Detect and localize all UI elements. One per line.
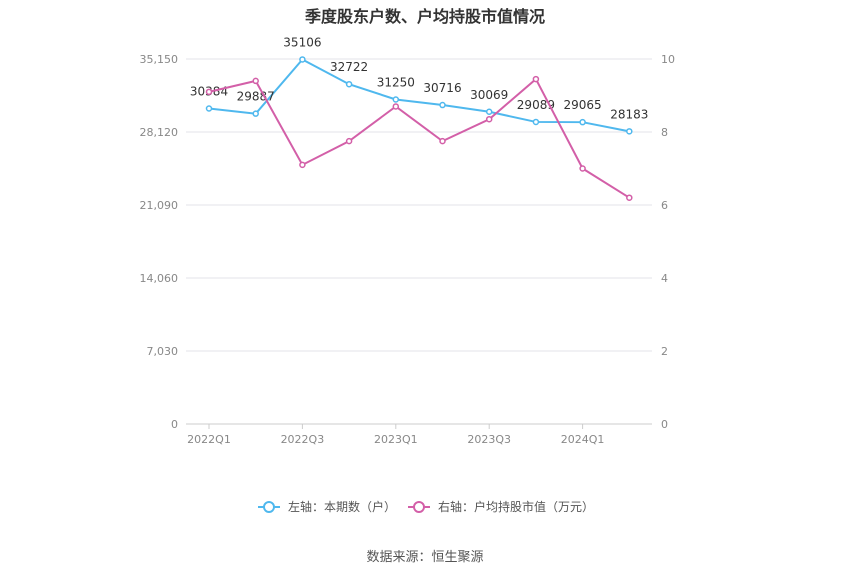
- series-2-point: [392, 103, 400, 110]
- data-label: 35106: [283, 35, 321, 49]
- left-axis-tick-label: 21,090: [140, 199, 179, 212]
- series-2-point: [532, 75, 540, 83]
- right-axis-tick-label: 8: [661, 126, 668, 139]
- legend-label: 右轴：户均持股市值（万元）: [438, 499, 594, 514]
- series-1-point: [532, 118, 540, 126]
- series-2-point: [626, 194, 633, 201]
- chart-title: 季度股东户数、户均持股市值情况: [304, 7, 545, 26]
- right-axis-tick-label: 2: [661, 345, 668, 358]
- right-axis-tick-label: 10: [661, 53, 675, 66]
- data-label: 28183: [610, 107, 648, 121]
- source-note: 数据来源：恒生聚源: [366, 550, 484, 565]
- data-label: 30069: [470, 88, 508, 102]
- x-axis-tick-label: 2023Q1: [374, 433, 418, 446]
- series-2-point: [205, 88, 213, 96]
- series-1-point: [392, 96, 400, 103]
- series-1-point: [252, 110, 259, 117]
- series-2-point: [485, 115, 493, 123]
- legend-label: 左轴：本期数（户）: [288, 499, 396, 514]
- series-line-2: [208, 77, 630, 199]
- series-1-point: [345, 80, 353, 88]
- series-2-point: [579, 165, 586, 172]
- data-label: 29887: [237, 90, 275, 104]
- series-1-point: [579, 118, 586, 126]
- series-1-point: [205, 105, 213, 112]
- series-1-point: [439, 101, 446, 109]
- left-axis-tick-label: 7,030: [147, 345, 179, 358]
- series-1-point: [485, 108, 493, 116]
- legend-swatch-marker: [413, 501, 425, 513]
- right-axis-tick-label: 4: [661, 272, 668, 285]
- x-axis-tick-label: 2022Q1: [187, 433, 231, 446]
- series-2-point: [439, 137, 446, 145]
- data-label: 29089: [517, 98, 555, 112]
- series-2-point: [299, 161, 306, 169]
- series-1-point: [626, 128, 633, 135]
- x-axis-tick-label: 2022Q3: [281, 433, 325, 446]
- right-axis-tick-label: 0: [661, 418, 668, 431]
- data-label: 31250: [377, 75, 415, 89]
- left-axis-tick-label: 14,060: [140, 272, 179, 285]
- series-1-point: [299, 56, 306, 63]
- left-axis-tick-label: 28,120: [140, 126, 179, 139]
- left-axis-tick-label: 35,150: [140, 53, 179, 66]
- series-2-point: [345, 137, 353, 145]
- left-axis-tick-label: 0: [171, 418, 178, 431]
- data-label: 30716: [423, 81, 461, 95]
- data-label: 29065: [564, 98, 602, 112]
- series-2-point: [252, 77, 259, 85]
- x-axis-tick-label: 2024Q1: [561, 433, 605, 446]
- legend-swatch-marker: [263, 501, 275, 513]
- data-label: 32722: [330, 60, 368, 74]
- right-axis-tick-label: 6: [661, 199, 668, 212]
- x-axis-tick-label: 2023Q3: [467, 433, 511, 446]
